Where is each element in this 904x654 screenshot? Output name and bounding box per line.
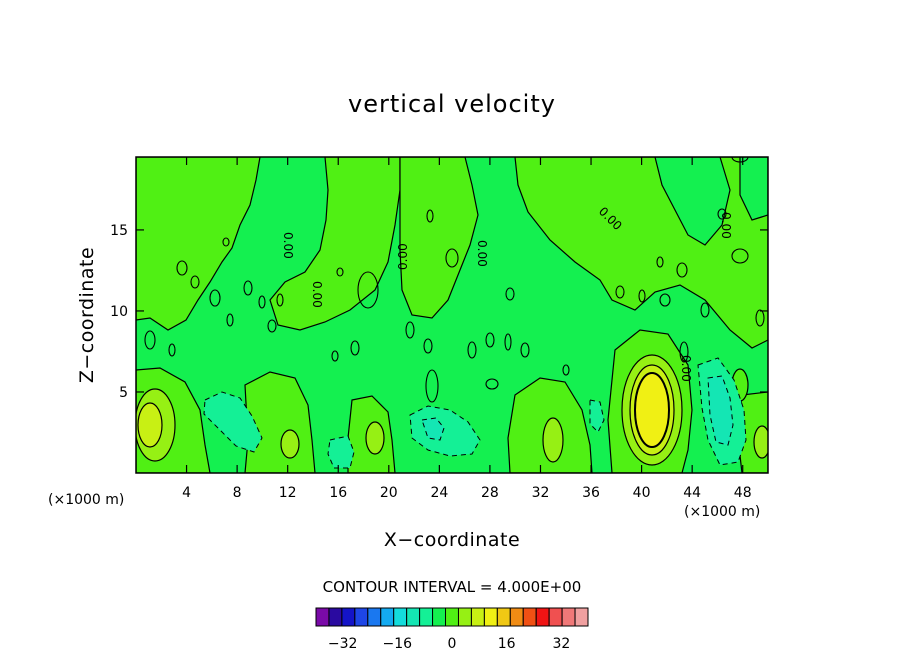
x-tick-label: 48: [734, 485, 752, 501]
updraft-33: [542, 417, 564, 463]
downdraft-34: [589, 399, 605, 433]
colorbar-tick-label: 0: [448, 636, 457, 652]
downdraft-23-core: [421, 417, 445, 441]
x-tick-label: 24: [430, 485, 448, 501]
colorbar-swatch: [393, 607, 408, 627]
downdraft-16: [327, 435, 355, 469]
x-axis: 4 8 12 16 20 24 28 32 36 40 44 48: [182, 157, 752, 501]
x-tick-label: 36: [582, 485, 600, 501]
svg-text:0.00: 0.00: [475, 240, 489, 267]
upper-band-mid2: [399, 157, 479, 319]
x-tick-label: 20: [380, 485, 398, 501]
upper-band-r2: [654, 157, 731, 246]
colorbar-swatch: [457, 607, 472, 627]
y-axis-label: Z−coordinate: [76, 247, 98, 383]
colorbar-swatch: [406, 607, 421, 627]
x-unit-label: (×1000 m): [684, 504, 760, 520]
x-axis-label: X−coordinate: [384, 529, 520, 551]
x-tick-label: 40: [633, 485, 651, 501]
svg-text:0.00: 0.00: [310, 281, 324, 308]
colorbar-swatch: [380, 607, 395, 627]
x-tick-label: 16: [329, 485, 347, 501]
colorbar-swatch: [561, 607, 576, 627]
svg-text:0.00: 0.00: [679, 355, 693, 382]
downdraft-46-core: [707, 375, 734, 446]
colorbar-swatch: [315, 607, 330, 627]
colorbar-swatch: [548, 607, 563, 627]
y-axis: 5 10 15: [110, 223, 768, 401]
x-tick-label: 28: [481, 485, 499, 501]
colorbar: −32 −16 0 16 32: [315, 607, 589, 652]
colorbar-swatch: [445, 607, 459, 627]
colorbar-swatch: [483, 607, 498, 627]
colorbar-tick-label: 32: [552, 636, 570, 652]
x-tick-label: 12: [279, 485, 297, 501]
svg-text:0.00: 0.00: [281, 232, 295, 259]
colorbar-swatch: [354, 607, 369, 627]
colorbar-swatch: [574, 607, 589, 627]
downdraft-23: [409, 405, 481, 457]
y-tick-label: 5: [119, 385, 128, 401]
updraft-19: [365, 421, 385, 455]
updraft-49: [753, 425, 768, 459]
updraft-0-core: [137, 402, 163, 448]
colorbar-tick-label: −32: [328, 636, 358, 652]
y-unit-label: (×1000 m): [48, 492, 124, 508]
upper-band-r3: [739, 157, 768, 221]
chart-title: vertical velocity: [348, 90, 556, 118]
colorbar-swatch: [328, 607, 343, 627]
colorbar-swatch: [367, 607, 382, 627]
colorbar-tick-label: −16: [383, 636, 413, 652]
x-tick-label: 4: [182, 485, 191, 501]
x-tick-label: 44: [683, 485, 701, 501]
svg-text:0.00: 0.00: [396, 243, 410, 270]
colorbar-swatch: [509, 607, 524, 627]
colorbar-swatch: [341, 607, 356, 627]
colorbar-swatch: [496, 607, 511, 627]
colorbar-tick-label: 16: [498, 636, 516, 652]
colorbar-swatch: [522, 607, 537, 627]
colorbar-swatch: [432, 607, 447, 627]
y-tick-label: 10: [110, 304, 128, 320]
y-tick-label: 15: [110, 223, 128, 239]
svg-text:0.00: 0.00: [719, 212, 733, 239]
downdraft-6: [203, 391, 263, 453]
upper-band-left: [136, 157, 261, 331]
x-tick-label: 8: [233, 485, 242, 501]
contour-interval-label: CONTOUR INTERVAL = 4.000E+00: [323, 578, 582, 596]
updraft-12: [280, 429, 300, 459]
colorbar-swatch: [470, 607, 485, 627]
colorbar-swatch: [419, 607, 434, 627]
plot-frame: [135, 156, 769, 474]
upper-band-mid: [269, 157, 401, 331]
updraft-40-core: [634, 372, 670, 448]
colorbar-swatch: [535, 607, 550, 627]
x-tick-label: 32: [532, 485, 550, 501]
turbulent-loops: [144, 157, 765, 403]
